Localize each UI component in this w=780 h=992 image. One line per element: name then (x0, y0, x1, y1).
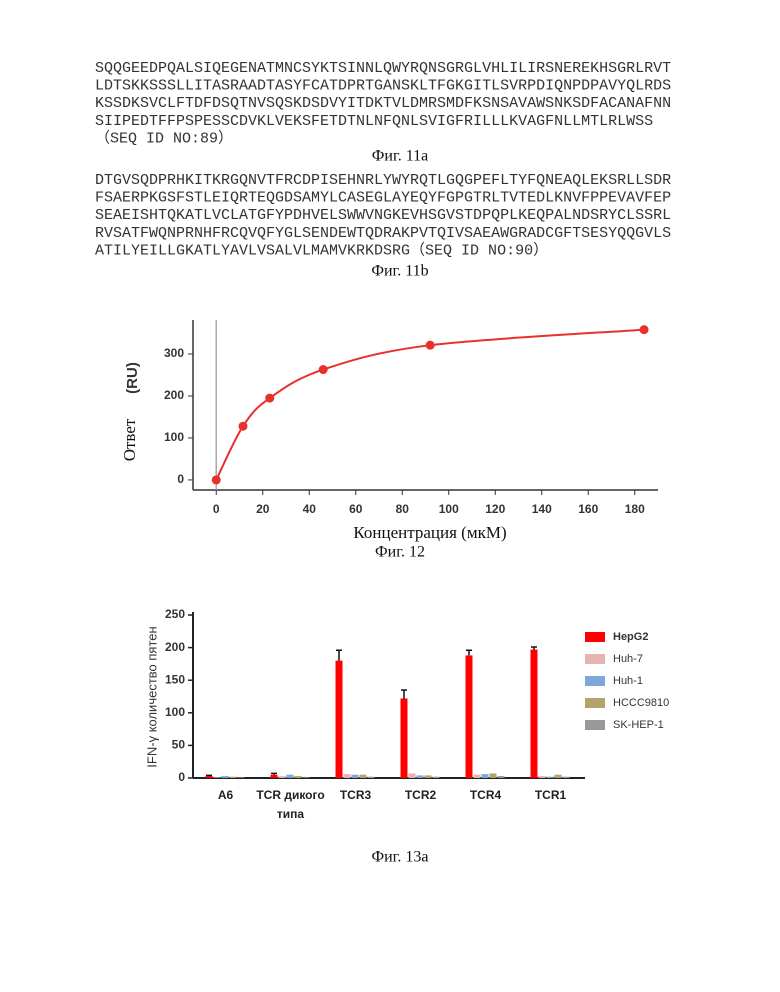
bar (214, 777, 221, 778)
bar (352, 775, 359, 778)
y-tick-label: 150 (165, 672, 185, 686)
y-tick-label: 100 (164, 430, 184, 444)
bar (401, 698, 408, 778)
y-tick-label: 100 (165, 705, 185, 719)
bar (466, 655, 473, 778)
y-tick-label: 0 (178, 770, 185, 784)
bar (547, 777, 554, 778)
error-bar (206, 775, 212, 776)
error-bar (531, 647, 537, 650)
bar (409, 773, 416, 778)
legend-label: HCCC9810 (613, 697, 669, 709)
bar (230, 777, 237, 778)
x-tick-label: 120 (485, 502, 505, 516)
point (238, 422, 247, 431)
x-tick-label: 160 (578, 502, 598, 516)
y-axis-label: IFN-γ количество пятен (144, 626, 159, 767)
x-axis-label: Концентрация (мкМ) (353, 523, 506, 542)
sequence-line: SIIPEDTFFPSPESSCDVKLVEKSFETDTNLNFQNLSVIG… (95, 113, 653, 130)
x-tick-label: 60 (349, 502, 363, 516)
legend-swatch (585, 676, 605, 686)
point (265, 394, 274, 403)
error-bar (271, 773, 277, 774)
x-tick-label: 20 (256, 502, 270, 516)
bar (279, 776, 286, 778)
sequence-line: SEAEISHTQKATLVCLATGFYPDHVELSWWVNGKEVHSGV… (95, 207, 671, 224)
point (426, 341, 435, 350)
bar (303, 777, 310, 778)
error-bar (336, 650, 342, 660)
bar (498, 776, 505, 778)
bar (295, 776, 302, 778)
bar (222, 776, 229, 778)
legend-label: SK-HEP-1 (613, 719, 664, 731)
caption: Фиг. 11b (371, 263, 428, 280)
caption: Фиг. 13a (371, 849, 428, 866)
bar (474, 775, 481, 778)
x-tick-label: 0 (213, 502, 220, 516)
bar (271, 775, 278, 778)
point (640, 325, 649, 334)
bar (539, 776, 546, 778)
point (319, 365, 328, 374)
bar (425, 775, 432, 778)
x-tick-label: 40 (303, 502, 317, 516)
sequence-line: ATILYEILLGKATLYAVLVSALVLMAMVKRKDSRG（SEQ … (95, 241, 548, 259)
bar (490, 773, 497, 778)
page: Фиг. 11a Фиг. 11b Фиг. 12 Фиг. 13a Конце… (0, 0, 780, 992)
error-bar (466, 650, 472, 655)
caption: Фиг. 12 (375, 544, 425, 561)
x-tick-label: 180 (625, 502, 645, 516)
y-tick-label: 250 (165, 607, 185, 621)
legend-swatch (585, 632, 605, 642)
caption: Фиг. 11a (372, 148, 428, 165)
sequence-line: KSSDKSVCLFTDFDSQTNVSQSKDSDVYITDKTVLDMRSM… (95, 95, 671, 112)
bar (531, 650, 538, 778)
legend-swatch (585, 654, 605, 664)
y-tick-label: 200 (165, 640, 185, 654)
legend-swatch (585, 720, 605, 730)
bar (238, 777, 245, 778)
y-tick-label: 200 (164, 388, 184, 402)
x-tick-label: 100 (439, 502, 459, 516)
legend-label: Huh-7 (613, 653, 643, 665)
point (212, 475, 221, 484)
bar (555, 775, 562, 778)
legend-label: HepG2 (613, 631, 648, 643)
bar (206, 776, 213, 778)
sequence-line: RVSATFWQNPRNHFRCQVQFYGLSENDEWTQDRAKPVTQI… (95, 225, 671, 242)
curve (216, 330, 644, 480)
sequence-line: LDTSKKSSSLLITASRAADTASYFCATDPRTGANSKLTFG… (95, 78, 671, 95)
y-axis-label: Ответ (120, 418, 139, 461)
bar (344, 774, 351, 778)
sequence-line: SQQGEEDPQALSIQEGENATMNCSYKTSINNLQWYRQNSG… (95, 60, 671, 77)
y-tick-label: 50 (172, 738, 186, 752)
y-axis-unit: (RU) (124, 362, 141, 394)
bar (360, 775, 367, 778)
bar (417, 775, 424, 778)
y-tick-label: 300 (164, 346, 184, 360)
x-tick-label: TCR1 (506, 786, 596, 805)
document: Фиг. 11a Фиг. 11b Фиг. 12 Фиг. 13a Конце… (0, 0, 780, 992)
y-tick-label: 0 (177, 472, 184, 486)
error-bar (401, 690, 407, 698)
x-tick-label: 140 (532, 502, 552, 516)
legend-label: Huh-1 (613, 675, 643, 687)
sequence-line: FSAERPKGSFSTLEIQRTEQGDSAMYLCASEGLAYEQYFG… (95, 190, 671, 207)
bar (563, 777, 570, 778)
sequence-line: DTGVSQDPRHKITKRGQNVTFRCDPISEHNRLYWYRQTLG… (95, 172, 671, 189)
x-tick-label: 80 (396, 502, 410, 516)
bar (433, 777, 440, 778)
sequence-line: （SEQ ID NO:89） (95, 129, 233, 147)
bar (482, 774, 489, 778)
bar (287, 775, 294, 778)
bar (336, 661, 343, 778)
bar (368, 777, 375, 778)
legend-swatch (585, 698, 605, 708)
